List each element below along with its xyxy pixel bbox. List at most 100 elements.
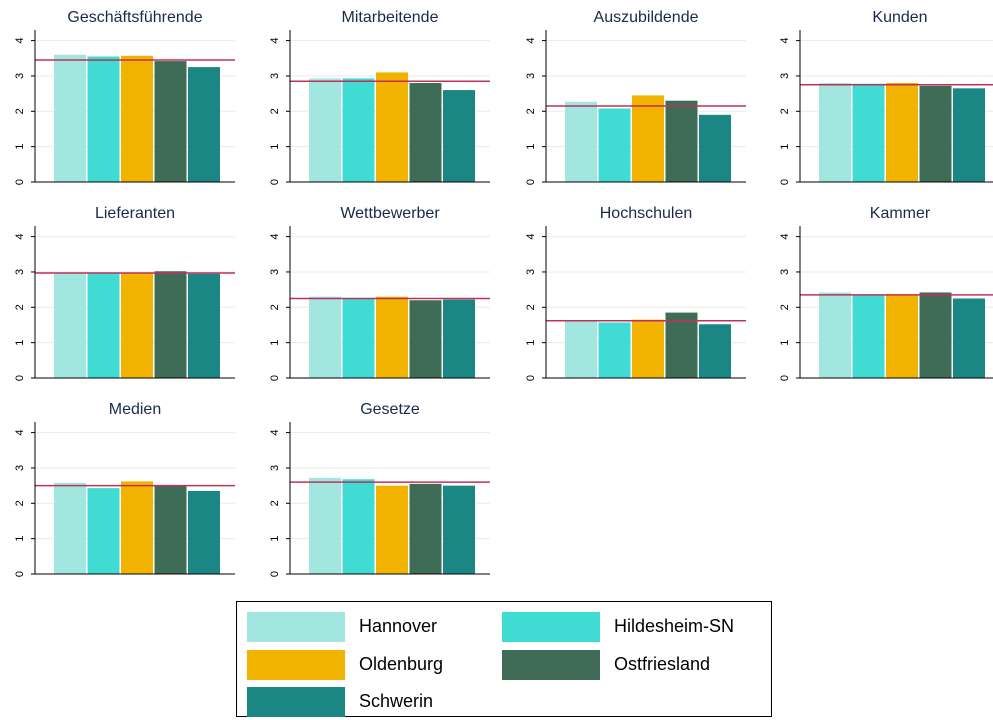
y-tick-label: 0 [269,571,281,577]
panel: Lieferanten 0 1 2 3 4 [14,205,235,381]
y-tick-label: 4 [14,430,26,436]
panel: Mitarbeitende 0 1 2 3 4 [269,9,490,185]
y-tick-label: 4 [525,234,537,240]
y-tick-label: 2 [14,500,26,506]
bar [632,95,664,182]
y-tick-label: 3 [269,465,281,471]
bar [699,114,731,182]
legend-swatch [247,687,345,717]
panel: Kunden 0 1 2 3 4 [779,9,993,185]
y-tick-label: 2 [269,500,281,506]
y-tick-label: 1 [525,144,537,150]
bar [632,319,664,378]
y-tick-label: 0 [14,571,26,577]
legend-label: Oldenburg [359,654,444,674]
bar [665,312,698,378]
panel: Auszubildende 0 1 2 3 4 [525,9,746,185]
panel-title: Hochschulen [600,205,693,222]
legend-label: Ostfriesland [614,654,711,674]
bar [409,483,442,574]
panel: Kammer 0 1 2 3 4 [779,205,993,381]
y-tick-label: 4 [779,234,791,240]
bar [188,490,220,574]
bar [819,292,851,378]
bar [819,83,851,182]
y-tick-label: 3 [269,73,281,79]
bar [87,488,120,574]
y-tick-label: 0 [269,375,281,381]
bar [565,321,597,378]
panel: Hochschulen 0 1 2 3 4 [525,205,746,381]
y-tick-label: 0 [14,179,26,185]
y-tick-label: 3 [779,73,791,79]
bar [87,56,120,182]
bar [87,273,120,378]
y-tick-label: 3 [525,269,537,275]
bar [443,299,475,378]
legend-swatch [247,612,345,642]
y-tick-label: 3 [14,269,26,275]
panel: Gesetze 0 1 2 3 4 [269,401,490,577]
bar [886,83,918,182]
bar [565,101,597,182]
y-tick-label: 2 [525,304,537,310]
bar [154,61,187,182]
bar [598,108,631,182]
panel-title: Kammer [870,205,931,222]
bar [342,479,375,574]
panel-title: Mitarbeitende [342,9,439,26]
y-tick-label: 2 [14,108,26,114]
bar [342,298,375,378]
legend-label: Hildesheim-SN [614,616,735,636]
bar [154,271,187,378]
bar [188,273,220,378]
y-tick-label: 1 [14,536,26,542]
bar [443,485,475,574]
bar [376,485,408,574]
bar [852,83,885,182]
y-tick-label: 1 [14,340,26,346]
y-tick-label: 3 [269,269,281,275]
y-tick-label: 4 [14,38,26,44]
y-tick-label: 4 [14,234,26,240]
bar [121,481,153,574]
bar [342,78,375,182]
bar [852,294,885,378]
legend-swatch [247,650,345,680]
bar [919,292,952,378]
bar [54,54,86,182]
y-tick-label: 2 [779,108,791,114]
y-tick-label: 2 [269,108,281,114]
bar [309,296,341,378]
y-tick-label: 2 [779,304,791,310]
y-tick-label: 1 [525,340,537,346]
legend: Hannover Hildesheim-SN Oldenburg Ostfriesla… [236,601,772,717]
bar [309,477,341,574]
bar [54,482,86,574]
y-tick-label: 2 [525,108,537,114]
panel-title: Wettbewerber [340,205,440,222]
bar [121,55,153,182]
y-tick-label: 1 [269,340,281,346]
y-tick-label: 1 [14,144,26,150]
bar [886,294,918,378]
panel: Wettbewerber 0 1 2 3 4 [269,205,490,381]
legend-label: Schwerin [359,691,434,711]
y-tick-label: 1 [779,144,791,150]
y-tick-label: 0 [525,179,537,185]
legend-swatch [502,612,600,642]
bar [154,485,187,574]
y-tick-label: 3 [779,269,791,275]
bar [121,272,153,378]
bar [699,324,731,378]
bar [376,296,408,378]
panel-title: Gesetze [360,401,420,418]
y-tick-label: 0 [269,179,281,185]
y-tick-label: 0 [779,179,791,185]
y-tick-label: 4 [269,430,281,436]
panel-title: Kunden [872,9,927,26]
y-tick-label: 0 [779,375,791,381]
bar [665,100,698,182]
bar [376,72,408,182]
